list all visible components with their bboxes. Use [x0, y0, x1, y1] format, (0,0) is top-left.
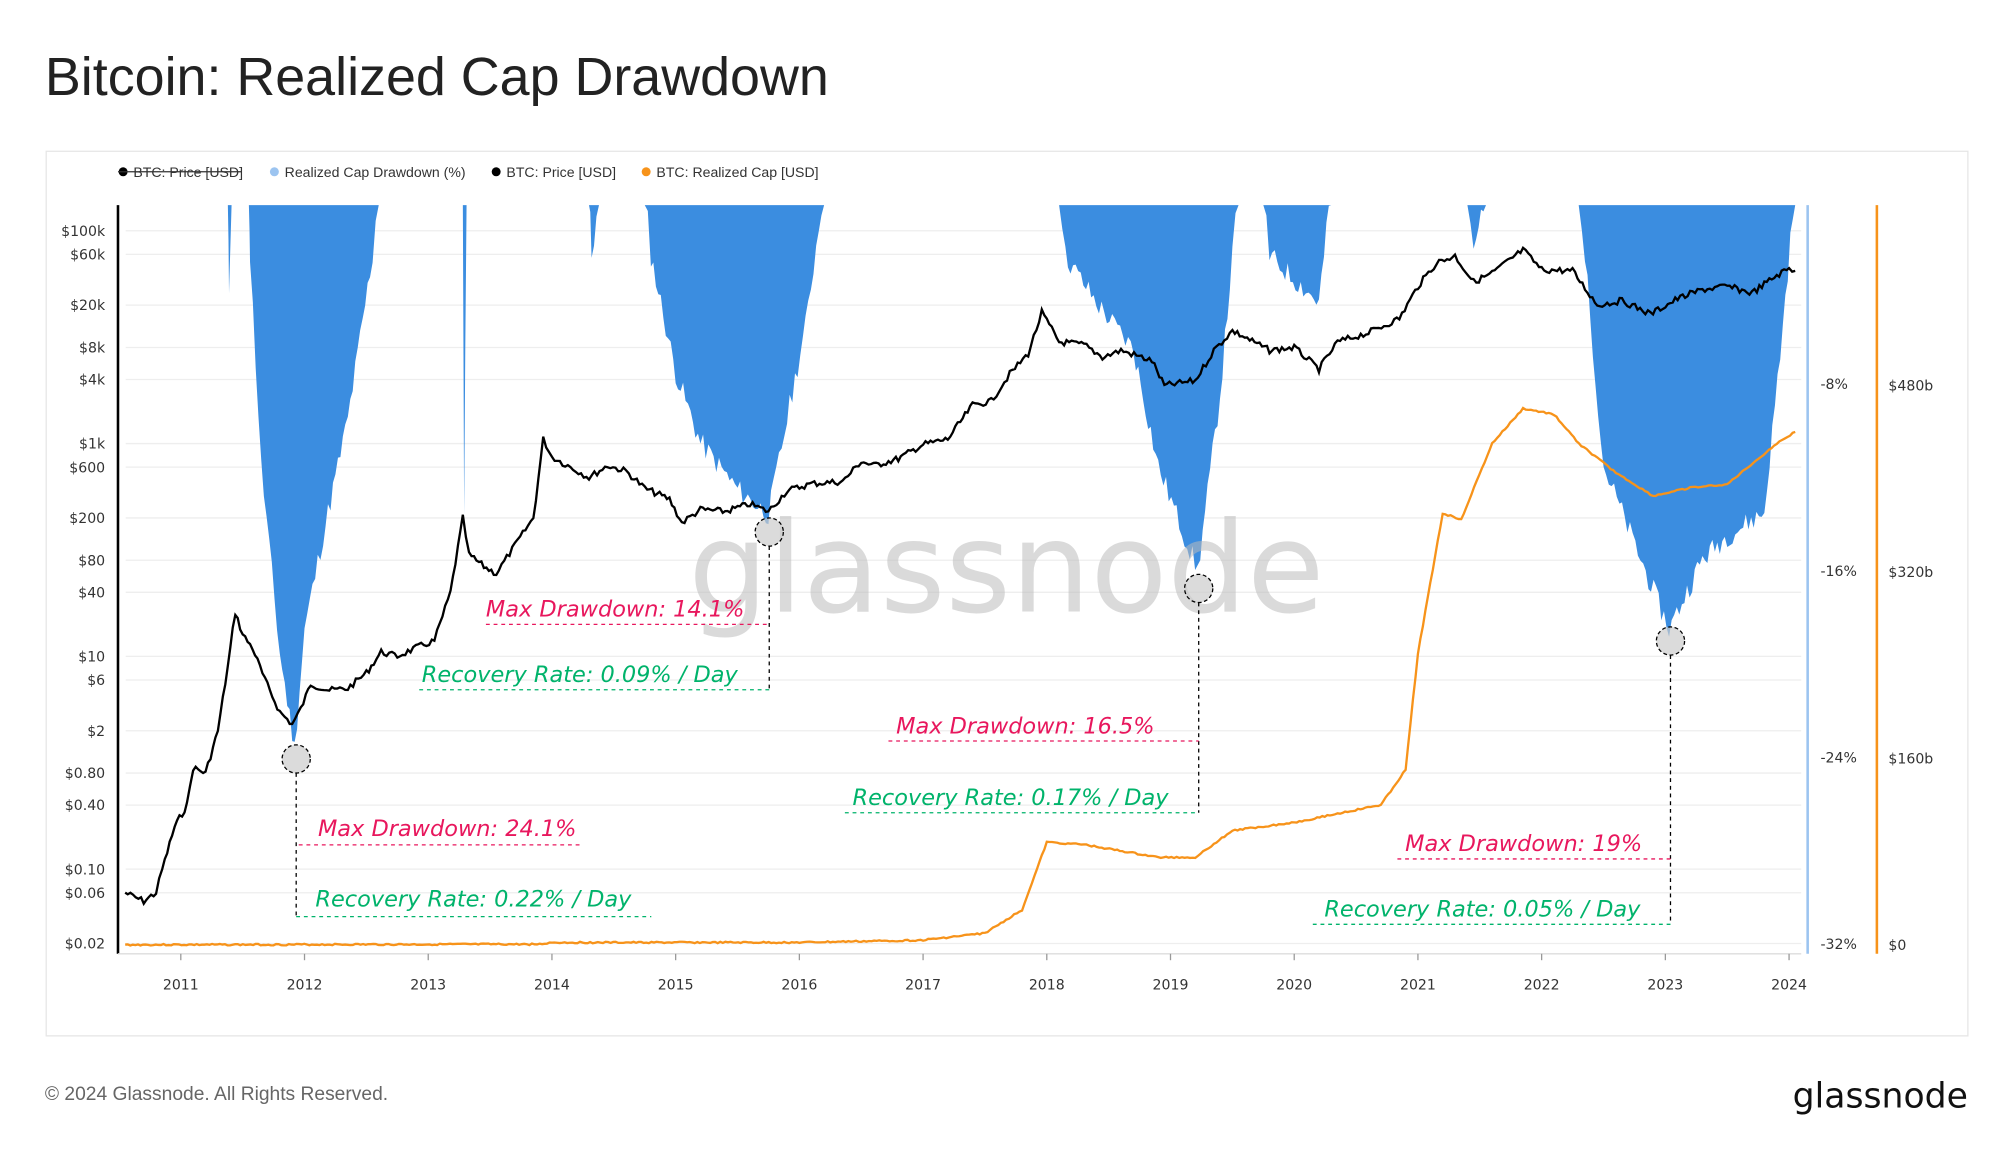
drawdown-area-series	[227, 205, 1796, 742]
x-tick-label: 2017	[905, 978, 941, 994]
y-tick-label: $2	[87, 724, 105, 740]
drawdown-tick-label: -16%	[1820, 564, 1856, 580]
glassnode-logo: glassnode	[1793, 1077, 1968, 1117]
max-drawdown-label: Max Drawdown: 14.1%	[486, 597, 744, 623]
legend-item-realized-cap[interactable]: BTC: Realized Cap [USD]	[641, 164, 819, 180]
x-tick-label: 2012	[287, 978, 323, 994]
drawdown-tick-label: -8%	[1820, 377, 1847, 393]
legend-label: BTC: Price [USD]	[506, 164, 616, 180]
drawdown-bottom-marker	[281, 744, 311, 774]
y-tick-label: $60k	[70, 247, 106, 263]
realized-cap-tick-label: $480b	[1888, 378, 1933, 394]
max-drawdown-label: Max Drawdown: 19%	[1405, 831, 1642, 857]
recovery-rate-label: Recovery Rate: 0.09% / Day	[422, 662, 739, 688]
annotation-2023: Max Drawdown: 19% Recovery Rate: 0.05% /…	[1312, 626, 1686, 925]
y-tick-label: $8k	[79, 341, 106, 357]
y-tick-label: $0.02	[65, 937, 105, 953]
watermark: glassnode	[688, 495, 1324, 642]
recovery-rate-label: Recovery Rate: 0.17% / Day	[853, 785, 1170, 811]
x-tick-label: 2024	[1771, 978, 1807, 994]
y-tick-label: $0.40	[65, 798, 105, 814]
x-axis-ticks: 2011 2012 2013 2014 2015 2016 2017 2018 2019 2020…	[163, 953, 1807, 994]
max-drawdown-label: Max Drawdown: 24.1%	[318, 816, 576, 842]
max-drawdown-label: Max Drawdown: 16.5%	[896, 713, 1154, 739]
legend-item-price-disabled[interactable]: BTC: Price [USD]	[117, 164, 243, 180]
y-axis-left-ticks: $100k $60k $20k $8k $4k $1k $600 $200 $80 $40 $10 $…	[61, 224, 106, 953]
y-tick-label: $200	[69, 511, 105, 527]
legend: BTC: Price [USD] Realized Cap Drawdown (…	[117, 164, 819, 180]
drawdown-bottom-marker	[1183, 573, 1214, 604]
y-tick-label: $20k	[70, 298, 106, 314]
annotation-2011: Max Drawdown: 24.1% Recovery Rate: 0.22%…	[281, 744, 652, 918]
drawdown-bottom-marker	[1655, 626, 1686, 656]
legend-item-price[interactable]: BTC: Price [USD]	[491, 164, 616, 180]
y-tick-label: $4k	[79, 373, 106, 389]
annotation-2019: Max Drawdown: 16.5% Recovery Rate: 0.17%…	[844, 573, 1214, 814]
recovery-rate-label: Recovery Rate: 0.05% / Day	[1324, 897, 1641, 923]
x-tick-label: 2015	[658, 978, 694, 994]
realized-cap-tick-label: $320b	[1888, 565, 1933, 581]
x-tick-label: 2018	[1029, 978, 1065, 994]
legend-label: BTC: Realized Cap [USD]	[656, 164, 818, 180]
y-tick-label: $10	[78, 649, 105, 665]
x-tick-label: 2013	[410, 978, 446, 994]
x-tick-label: 2011	[163, 978, 199, 994]
y-tick-label: $100k	[61, 224, 106, 240]
legend-item-drawdown[interactable]: Realized Cap Drawdown (%)	[269, 164, 466, 180]
x-tick-label: 2014	[534, 978, 570, 994]
recovery-rate-label: Recovery Rate: 0.22% / Day	[315, 886, 632, 912]
realized-cap-tick-label: $0	[1888, 938, 1906, 954]
y-tick-label: $0.06	[65, 886, 105, 902]
x-tick-label: 2019	[1153, 978, 1189, 994]
x-tick-label: 2023	[1647, 978, 1683, 994]
y-tick-label: $0.80	[65, 766, 105, 782]
x-tick-label: 2021	[1400, 978, 1436, 994]
drawdown-tick-label: -32%	[1820, 937, 1856, 953]
price-line	[124, 246, 1796, 907]
copyright: © 2024 Glassnode. All Rights Reserved.	[45, 1084, 388, 1105]
x-tick-label: 2020	[1276, 978, 1312, 994]
y-axis-realized-cap-ticks: $480b $320b $160b $0	[1888, 378, 1933, 954]
annotation-2015: Max Drawdown: 14.1% Recovery Rate: 0.09%…	[419, 517, 784, 691]
realized-cap-tick-label: $160b	[1888, 751, 1933, 767]
y-tick-label: $40	[78, 585, 105, 601]
y-tick-label: $80	[78, 553, 105, 569]
y-tick-label: $1k	[79, 437, 106, 453]
y-axis-drawdown-ticks: -8% -16% -24% -32%	[1820, 377, 1856, 953]
drawdown-tick-label: -24%	[1820, 751, 1856, 767]
realized-cap-line	[125, 406, 1796, 947]
drawdown-bottom-marker	[754, 517, 784, 547]
gridlines	[125, 230, 1802, 945]
x-tick-label: 2016	[781, 978, 817, 994]
drawdown-area	[227, 205, 1796, 742]
y-tick-label: $600	[69, 460, 105, 476]
y-tick-label: $0.10	[65, 862, 105, 878]
x-tick-label: 2022	[1524, 978, 1560, 994]
legend-label: Realized Cap Drawdown (%)	[285, 164, 466, 180]
page-title: Bitcoin: Realized Cap Drawdown	[45, 47, 829, 107]
y-tick-label: $6	[87, 673, 105, 689]
